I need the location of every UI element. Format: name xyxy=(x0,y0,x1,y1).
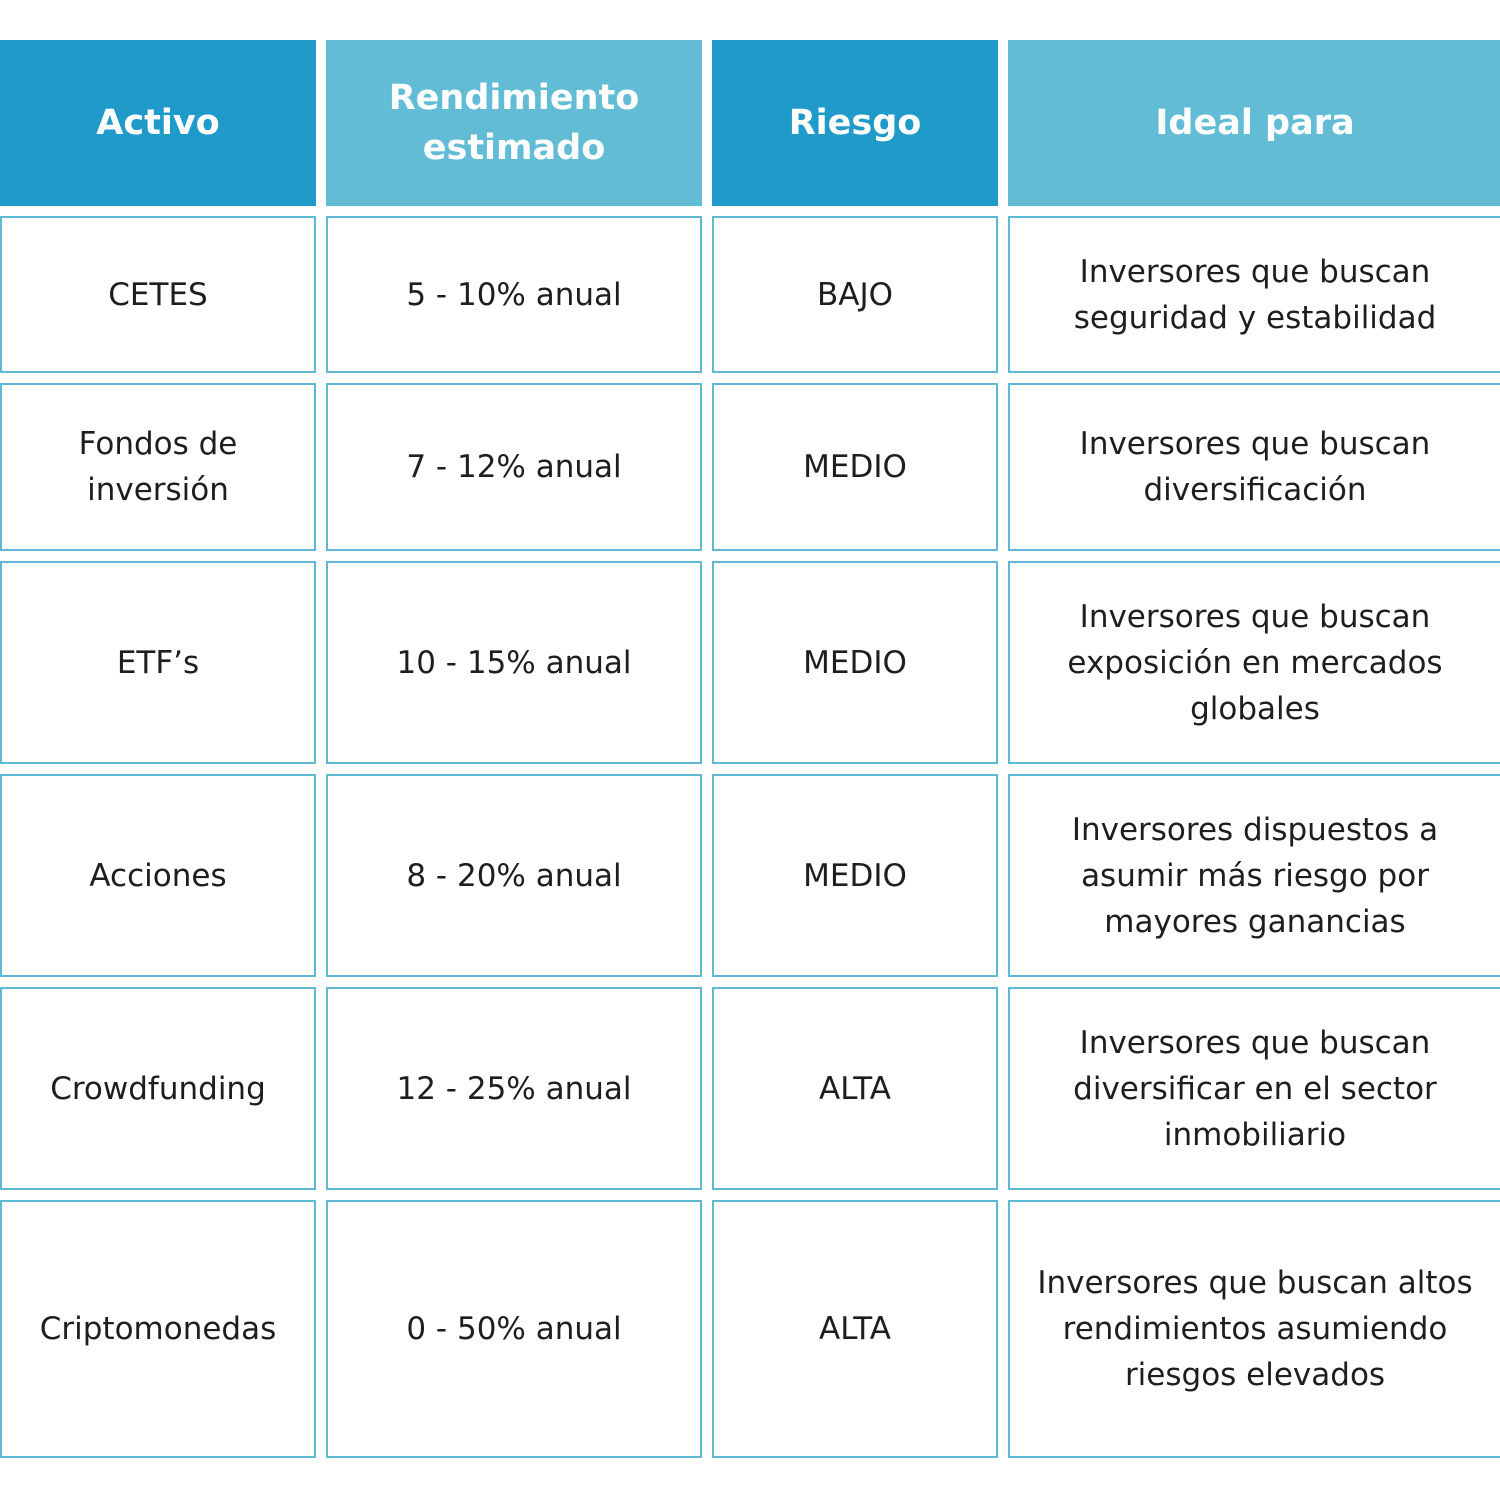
cell-activo: Crowdfunding xyxy=(0,987,316,1190)
cell-rendimiento: 10 - 15% anual xyxy=(326,561,702,764)
header-ideal-para: Ideal para xyxy=(1008,40,1500,206)
cell-ideal-para: Inversores que buscan diversificación xyxy=(1008,383,1500,551)
cell-riesgo: BAJO xyxy=(712,216,998,373)
cell-riesgo: ALTA xyxy=(712,1200,998,1458)
cell-riesgo: MEDIO xyxy=(712,774,998,977)
cell-rendimiento: 0 - 50% anual xyxy=(326,1200,702,1458)
cell-riesgo: ALTA xyxy=(712,987,998,1190)
cell-rendimiento: 12 - 25% anual xyxy=(326,987,702,1190)
cell-ideal-para: Inversores que buscan exposición en merc… xyxy=(1008,561,1500,764)
cell-rendimiento: 5 - 10% anual xyxy=(326,216,702,373)
header-activo: Activo xyxy=(0,40,316,206)
cell-riesgo: MEDIO xyxy=(712,383,998,551)
cell-activo: CETES xyxy=(0,216,316,373)
investment-table: Activo Rendimiento estimado Riesgo Ideal… xyxy=(0,40,1500,1458)
cell-rendimiento: 7 - 12% anual xyxy=(326,383,702,551)
cell-activo: Criptomonedas xyxy=(0,1200,316,1458)
cell-riesgo: MEDIO xyxy=(712,561,998,764)
cell-ideal-para: Inversores que buscan seguridad y estabi… xyxy=(1008,216,1500,373)
cell-ideal-para: Inversores que buscan altos rendimientos… xyxy=(1008,1200,1500,1458)
cell-ideal-para: Inversores dispuestos a asumir más riesg… xyxy=(1008,774,1500,977)
header-riesgo: Riesgo xyxy=(712,40,998,206)
cell-rendimiento: 8 - 20% anual xyxy=(326,774,702,977)
cell-ideal-para: Inversores que buscan diversificar en el… xyxy=(1008,987,1500,1190)
cell-activo: ETF’s xyxy=(0,561,316,764)
cell-activo: Fondos de inversión xyxy=(0,383,316,551)
cell-activo: Acciones xyxy=(0,774,316,977)
header-rendimiento: Rendimiento estimado xyxy=(326,40,702,206)
